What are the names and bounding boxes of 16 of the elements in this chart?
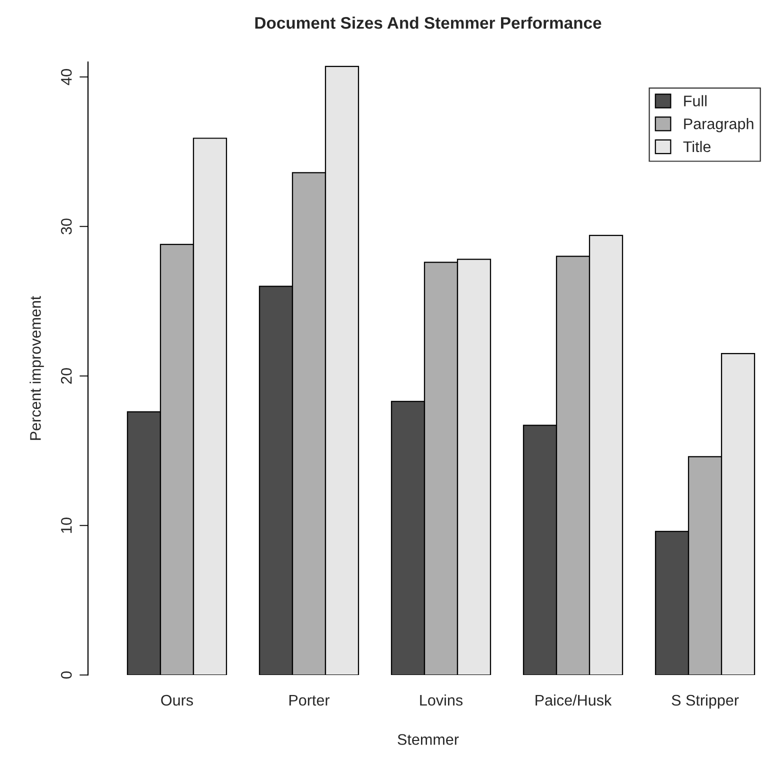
x-tick-label: Porter [289, 695, 330, 706]
x-tick-label: Lovins [420, 694, 463, 706]
y-tick-label: 0 [60, 671, 72, 679]
legend-label: Title [683, 140, 711, 152]
y-tick-label: 30 [60, 218, 72, 234]
x-tick-label: Paice/Husk [536, 694, 612, 706]
x-tick-label: Ours [161, 694, 193, 706]
x-axis-title: Stemmer [398, 734, 459, 745]
legend-label: Paragraph [684, 118, 754, 132]
y-tick-label: 20 [60, 368, 72, 384]
x-tick-label: S Stripper [672, 694, 739, 709]
y-tick-label: 10 [60, 518, 72, 533]
y-axis-title: Percent improvement [30, 296, 44, 440]
y-tick-label: 40 [60, 69, 72, 86]
chart-title: Document Sizes And Stemmer Performance [255, 16, 602, 29]
legend-label: Full [684, 95, 707, 106]
